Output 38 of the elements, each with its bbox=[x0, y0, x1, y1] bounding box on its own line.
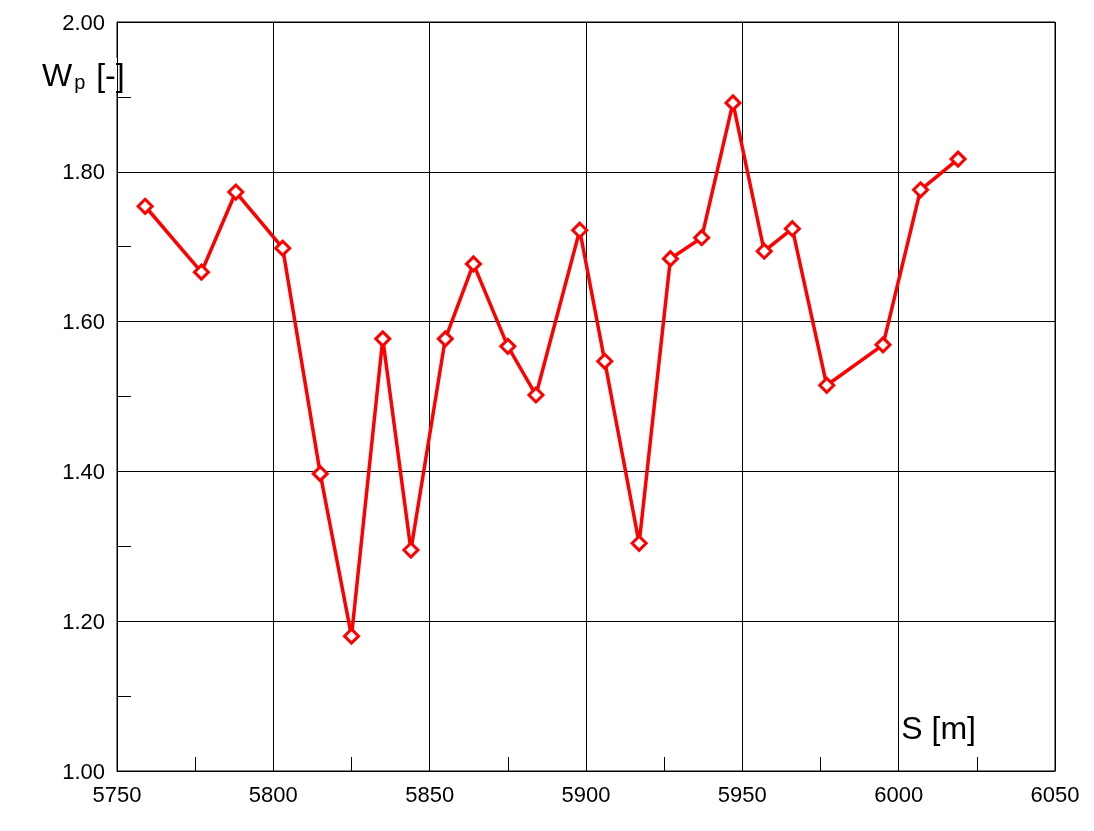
x-tick-label: 5850 bbox=[405, 781, 455, 807]
point bbox=[527, 386, 545, 404]
point bbox=[783, 220, 801, 238]
point bbox=[436, 330, 454, 348]
y-tick-label: 1.20 bbox=[62, 608, 105, 634]
point bbox=[755, 242, 773, 260]
point bbox=[274, 239, 292, 257]
y-tick-label: 2.00 bbox=[62, 9, 105, 35]
point bbox=[630, 534, 648, 552]
point bbox=[227, 183, 245, 201]
point bbox=[818, 376, 836, 394]
point bbox=[192, 263, 210, 281]
point bbox=[596, 352, 614, 370]
x-tick-label: 5800 bbox=[248, 781, 298, 807]
y-tick-label: 1.40 bbox=[62, 458, 105, 484]
point bbox=[464, 255, 482, 273]
point bbox=[874, 336, 892, 354]
point bbox=[661, 250, 679, 268]
y-tick-label: 1.80 bbox=[62, 159, 105, 185]
x-tick-label: 5900 bbox=[561, 781, 611, 807]
point bbox=[949, 150, 967, 168]
point bbox=[724, 94, 742, 112]
point bbox=[374, 330, 392, 348]
point bbox=[693, 229, 711, 247]
point bbox=[402, 541, 420, 559]
point bbox=[311, 465, 329, 483]
point bbox=[499, 337, 517, 355]
point bbox=[136, 197, 154, 215]
y-tick-label: 1.00 bbox=[62, 758, 105, 784]
x-tick-label: 5750 bbox=[92, 781, 142, 807]
x-axis-title: S [m] bbox=[901, 710, 976, 746]
x-tick-label: 6000 bbox=[874, 781, 924, 807]
point bbox=[571, 221, 589, 239]
x-tick-label: 5950 bbox=[717, 781, 767, 807]
point bbox=[912, 181, 930, 199]
point bbox=[343, 627, 360, 645]
y-tick-label: 1.60 bbox=[62, 309, 105, 335]
x-tick-label: 6050 bbox=[1030, 781, 1080, 807]
